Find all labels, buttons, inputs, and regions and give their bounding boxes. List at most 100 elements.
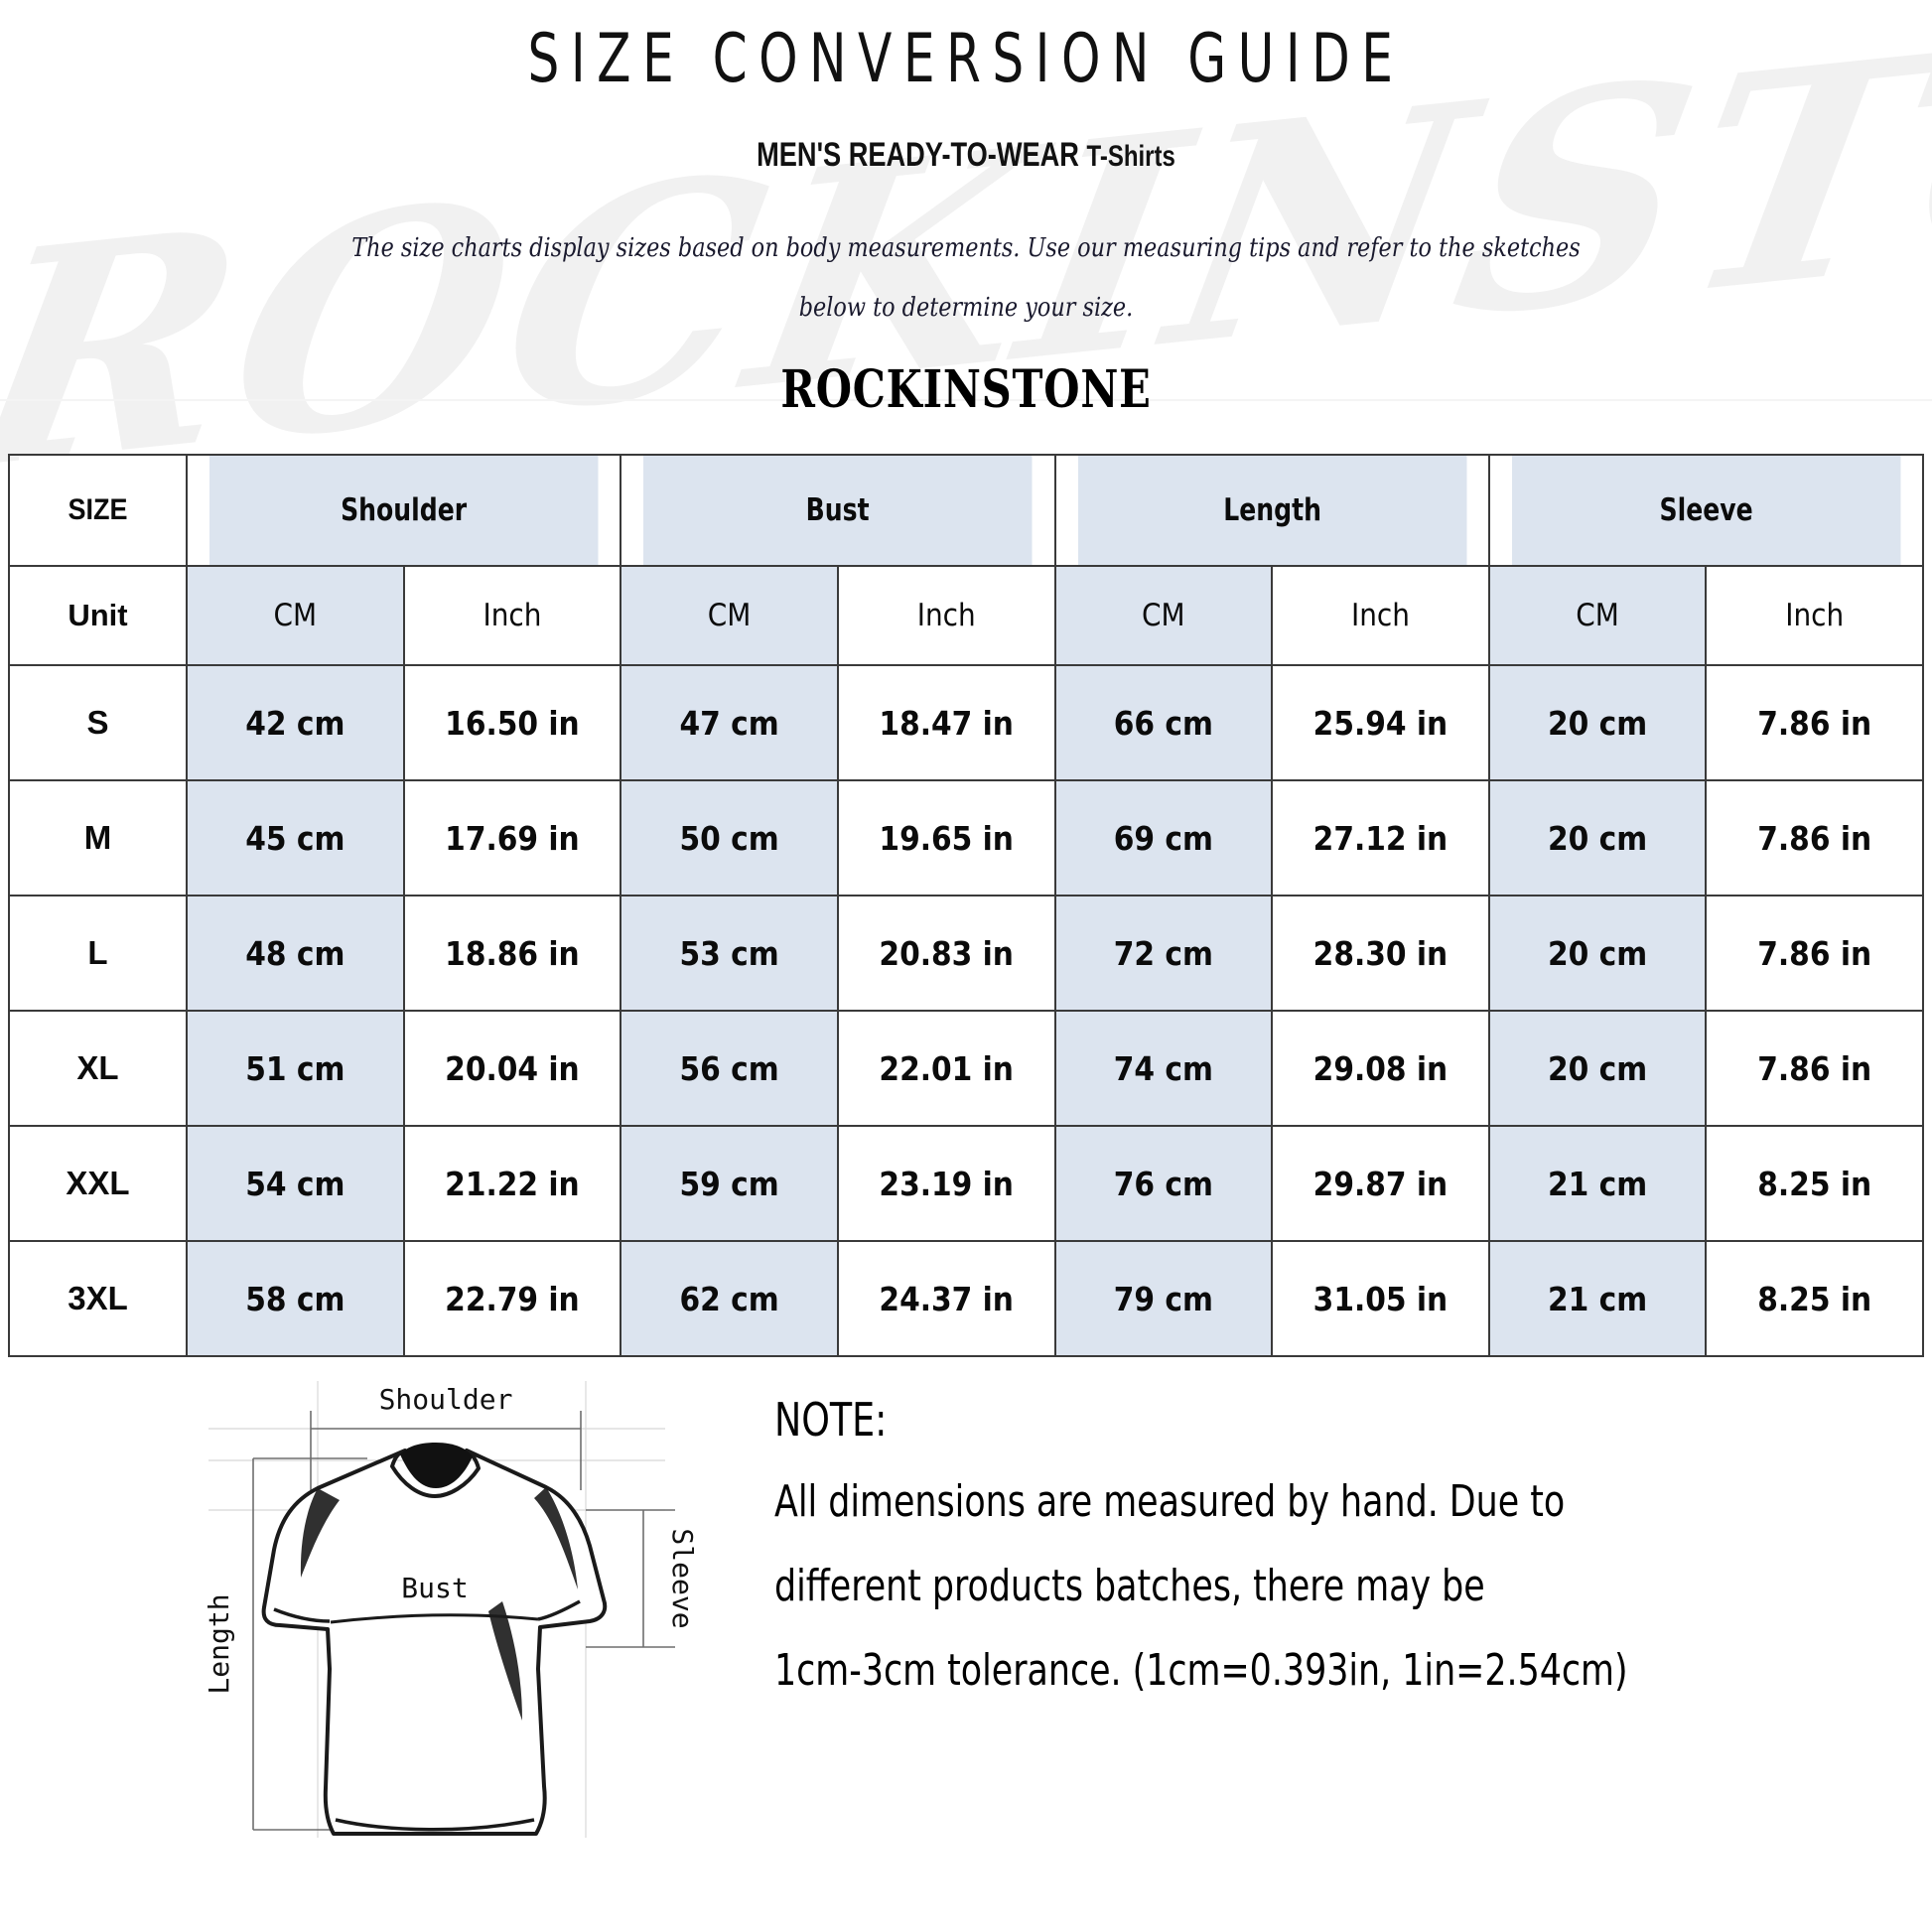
cell-bust-cm: 53 cm — [620, 895, 839, 1012]
unit-cell-bust-cm: CM — [620, 565, 839, 666]
cell-sleeve-cm: 20 cm — [1487, 1010, 1708, 1127]
cell-length-cm: 79 cm — [1053, 1240, 1274, 1357]
cell-length-inch: 29.87 in — [1271, 1125, 1490, 1242]
subtitle-category: MEN'S READY-TO-WEAR — [757, 136, 1079, 174]
cell-bust-cm: 50 cm — [620, 779, 839, 897]
cell-length-cm: 74 cm — [1053, 1010, 1274, 1127]
cell-shoulder-cm: 51 cm — [186, 1010, 405, 1127]
note-line-1: All dimensions are measured by hand. Due… — [774, 1476, 1566, 1527]
cell-length-cm: 66 cm — [1053, 664, 1274, 781]
cell-length-cm: 69 cm — [1053, 779, 1274, 897]
cell-length-inch: 31.05 in — [1271, 1240, 1490, 1357]
cell-bust-cm: 56 cm — [620, 1010, 839, 1127]
shoulder-dimension-line — [310, 1411, 582, 1490]
bust-dimension-line — [330, 1613, 539, 1624]
header-cell-shoulder: Shoulder — [207, 454, 601, 567]
note-block: NOTE: All dimensions are measured by han… — [705, 1371, 1932, 1729]
unit-cell-shoulder-inch: Inch — [402, 565, 622, 666]
size-chart-table: SIZE Shoulder Bust Length Sleeve Unit CM… — [8, 454, 1924, 1357]
cell-sleeve-inch: 8.25 in — [1705, 1240, 1924, 1357]
tshirt-torso-shade — [488, 1601, 522, 1721]
header-cell-size: SIZE — [17, 454, 179, 567]
cell-length-inch: 25.94 in — [1271, 664, 1490, 781]
cell-sleeve-cm: 20 cm — [1487, 779, 1708, 897]
bust-label: Bust — [401, 1572, 468, 1604]
cell-sleeve-inch: 7.86 in — [1705, 1010, 1924, 1127]
cell-length-inch: 29.08 in — [1271, 1010, 1490, 1127]
page-subtitle: MEN'S READY-TO-WEAR T-Shirts — [194, 98, 1739, 175]
intro-description: The size charts display sizes based on b… — [135, 175, 1797, 338]
shoulder-label: Shoulder — [379, 1383, 513, 1416]
table-row: S 42 cm 16.50 in 47 cm 18.47 in 66 cm 25… — [8, 664, 1924, 781]
note-line-2: different products batches, there may be — [774, 1561, 1485, 1611]
subtitle-product: T-Shirts — [1086, 140, 1175, 173]
sleeve-label: Sleeve — [666, 1528, 699, 1628]
page-title: SIZE CONVERSION GUIDE — [527, 20, 1405, 98]
unit-cell-length-cm: CM — [1053, 565, 1274, 666]
table-row: 3XL 58 cm 22.79 in 62 cm 24.37 in 79 cm … — [8, 1240, 1924, 1357]
row-size-label: M — [8, 779, 188, 897]
unit-cell-sleeve-cm: CM — [1487, 565, 1708, 666]
cell-shoulder-inch: 21.22 in — [402, 1125, 622, 1242]
tshirt-sleeve-shade-left — [300, 1488, 340, 1578]
row-size-label: L — [8, 895, 188, 1012]
cell-sleeve-cm: 20 cm — [1487, 895, 1708, 1012]
sleeve-dimension-line — [586, 1509, 675, 1648]
cell-sleeve-inch: 7.86 in — [1705, 779, 1924, 897]
cell-bust-cm: 62 cm — [620, 1240, 839, 1357]
cell-shoulder-inch: 16.50 in — [402, 664, 622, 781]
header-cell-bust: Bust — [641, 454, 1035, 567]
unit-cell-label: Unit — [8, 565, 188, 666]
cell-bust-inch: 22.01 in — [836, 1010, 1056, 1127]
row-size-label: XXL — [8, 1125, 188, 1242]
length-label: Length — [203, 1593, 235, 1694]
cell-shoulder-cm: 48 cm — [186, 895, 405, 1012]
cell-sleeve-cm: 21 cm — [1487, 1125, 1708, 1242]
cell-length-inch: 27.12 in — [1271, 779, 1490, 897]
row-size-label: S — [8, 664, 188, 781]
tshirt-measurement-diagram: Shoulder Length Sleeve — [203, 1381, 699, 1838]
header-cell-length: Length — [1075, 454, 1468, 567]
note-title: NOTE: — [774, 1393, 888, 1447]
cell-shoulder-inch: 22.79 in — [402, 1240, 622, 1357]
cell-length-cm: 76 cm — [1053, 1125, 1274, 1242]
note-line-3: 1cm-3cm tolerance. (1cm=0.393in, 1in=2.5… — [774, 1645, 1628, 1696]
unit-cell-length-inch: Inch — [1271, 565, 1490, 666]
cell-shoulder-inch: 18.86 in — [402, 895, 622, 1012]
watermark-rule — [0, 399, 1932, 401]
cell-bust-cm: 59 cm — [620, 1125, 839, 1242]
table-row: M 45 cm 17.69 in 50 cm 19.65 in 69 cm 27… — [8, 779, 1924, 897]
description-line-2: below to determine your size. — [798, 293, 1134, 323]
cell-shoulder-inch: 17.69 in — [402, 779, 622, 897]
unit-cell-bust-inch: Inch — [836, 565, 1056, 666]
cell-shoulder-cm: 45 cm — [186, 779, 405, 897]
cell-sleeve-inch: 7.86 in — [1705, 664, 1924, 781]
tshirt-outline — [261, 1449, 608, 1836]
table-unit-row: Unit CM Inch CM Inch CM Inch CM Inch — [8, 565, 1924, 666]
cell-bust-inch: 19.65 in — [836, 779, 1056, 897]
cell-shoulder-cm: 54 cm — [186, 1125, 405, 1242]
table-row: L 48 cm 18.86 in 53 cm 20.83 in 72 cm 28… — [8, 895, 1924, 1012]
row-size-label: 3XL — [8, 1240, 188, 1357]
cell-sleeve-inch: 8.25 in — [1705, 1125, 1924, 1242]
table-row: XL 51 cm 20.04 in 56 cm 22.01 in 74 cm 2… — [8, 1010, 1924, 1127]
cell-shoulder-inch: 20.04 in — [402, 1010, 622, 1127]
cell-sleeve-cm: 21 cm — [1487, 1240, 1708, 1357]
table-group-header-row: SIZE Shoulder Bust Length Sleeve — [9, 454, 1923, 567]
description-line-1: The size charts display sizes based on b… — [351, 233, 1581, 263]
cell-sleeve-cm: 20 cm — [1487, 664, 1708, 781]
cell-length-cm: 72 cm — [1053, 895, 1274, 1012]
unit-cell-sleeve-inch: Inch — [1705, 565, 1924, 666]
cell-bust-inch: 24.37 in — [836, 1240, 1056, 1357]
cell-bust-inch: 20.83 in — [836, 895, 1056, 1012]
unit-cell-shoulder-cm: CM — [186, 565, 405, 666]
brand-name: ROCKINSTONE — [780, 359, 1152, 420]
cell-shoulder-cm: 42 cm — [186, 664, 405, 781]
tshirt-sleeve-shade-right — [534, 1487, 578, 1589]
bottom-section: Shoulder Length Sleeve — [0, 1371, 1932, 1867]
cell-bust-cm: 47 cm — [620, 664, 839, 781]
tshirt-collar — [400, 1443, 473, 1488]
header-cell-sleeve: Sleeve — [1509, 454, 1903, 567]
cell-sleeve-inch: 7.86 in — [1705, 895, 1924, 1012]
table-row: XXL 54 cm 21.22 in 59 cm 23.19 in 76 cm … — [8, 1125, 1924, 1242]
